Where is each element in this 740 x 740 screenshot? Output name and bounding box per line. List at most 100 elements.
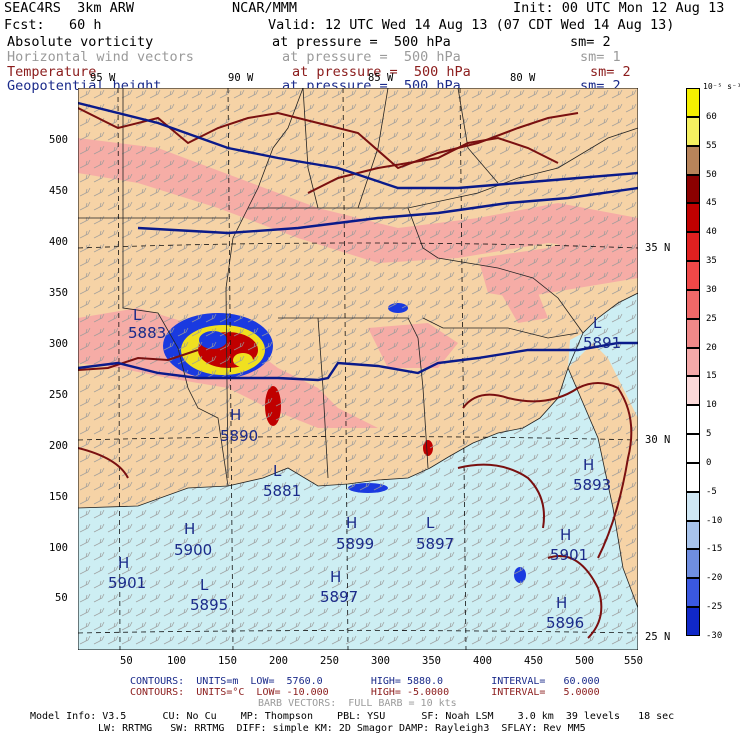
- hl-value: 5896: [546, 614, 584, 632]
- colorbar-tick-label: 5: [706, 429, 712, 440]
- hl-value: 5890: [220, 427, 258, 445]
- center-label: NCAR/MMM: [232, 0, 298, 16]
- field-name-wind: Horizontal wind vectors: [7, 49, 194, 65]
- x-tick: 550: [624, 655, 643, 667]
- colorbar-swatch: [686, 289, 700, 319]
- y-tick: 400: [49, 236, 68, 248]
- lon-label: 80 W: [510, 72, 536, 84]
- field-sm-temperature: sm= 2: [590, 64, 631, 80]
- field-pressure-temperature: at pressure = 500 hPa: [292, 64, 471, 80]
- colorbar-swatch: [686, 261, 700, 290]
- height-contour-info: CONTOURS: UNITS=m LOW= 5760.0 HIGH= 5880…: [130, 676, 600, 687]
- hl-value: 5897: [416, 535, 454, 553]
- hl-value: 5891: [583, 334, 621, 352]
- hl-value: 5899: [336, 535, 374, 553]
- colorbar-tick-label: 20: [706, 342, 717, 353]
- colorbar-unit: 10⁻⁵ s⁻¹: [703, 82, 740, 91]
- x-tick: 500: [575, 655, 594, 667]
- hl-type: H: [560, 526, 571, 544]
- x-tick: 100: [167, 655, 186, 667]
- y-tick: 100: [49, 542, 68, 554]
- hl-value: 5900: [174, 541, 212, 559]
- field-sm-vorticity: sm= 2: [570, 34, 611, 50]
- colorbar-swatch: [686, 607, 700, 636]
- colorbar-tick-label: 10: [706, 400, 717, 411]
- colorbar-tick-label: 50: [706, 169, 717, 180]
- colorbar-tick-label: 60: [706, 111, 717, 122]
- colorbar-swatch: [686, 578, 700, 608]
- model-info-line2: LW: RRTMG SW: RRTMG DIFF: simple KM: 2D …: [98, 723, 586, 734]
- colorbar-tick-label: 25: [706, 313, 717, 324]
- hl-value: 5883: [128, 324, 166, 342]
- hl-type: H: [184, 520, 195, 538]
- colorbar-swatch: [686, 347, 700, 377]
- colorbar-swatch: [686, 491, 700, 521]
- x-tick: 400: [473, 655, 492, 667]
- colorbar-tick-label: 35: [706, 256, 717, 267]
- colorbar-tick-label: 55: [706, 140, 717, 151]
- model-title: SEAC4RS 3km ARW: [4, 0, 135, 16]
- x-tick: 150: [218, 655, 237, 667]
- hl-type: H: [330, 568, 341, 586]
- height-contours: [78, 101, 638, 382]
- x-tick: 250: [320, 655, 339, 667]
- lon-label: 85 W: [368, 72, 394, 84]
- y-tick: 50: [55, 592, 68, 604]
- hl-value: 5881: [263, 482, 301, 500]
- colorbar-swatch: [686, 376, 700, 406]
- colorbar-swatch: [686, 88, 700, 117]
- colorbar-swatch: [686, 145, 700, 175]
- hl-type: L: [133, 306, 142, 324]
- hl-type: H: [230, 406, 241, 424]
- state-borders: [78, 88, 638, 609]
- colorbar-tick-label: -25: [706, 602, 723, 613]
- hl-value: 5901: [108, 574, 146, 592]
- colorbar-tick-label: 30: [706, 284, 717, 295]
- lat-label: 25 N: [645, 631, 671, 643]
- field-name-temperature: Temperature: [7, 64, 97, 80]
- hl-type: L: [200, 576, 209, 594]
- colorbar-swatch: [686, 232, 700, 262]
- x-tick: 300: [371, 655, 390, 667]
- hl-type: H: [118, 554, 129, 572]
- hl-type: H: [556, 594, 567, 612]
- colorbar-swatch: [686, 462, 700, 492]
- vorticity-colorbar: [686, 88, 700, 636]
- lat-label: 30 N: [645, 434, 671, 446]
- colorbar-swatch: [686, 318, 700, 348]
- hl-type: L: [273, 462, 282, 480]
- colorbar-tick-label: -5: [706, 486, 717, 497]
- weather-map: L 5883 H 5890 L 5881 L 5891 H 5893 H 590…: [78, 88, 638, 650]
- colorbar-tick-label: 15: [706, 371, 717, 382]
- colorbar-tick-label: 45: [706, 198, 717, 209]
- field-name-vorticity: Absolute vorticity: [7, 34, 154, 50]
- field-pressure-vorticity: at pressure = 500 hPa: [272, 34, 451, 50]
- lon-label: 95 W: [90, 72, 116, 84]
- hl-type: H: [583, 456, 594, 474]
- colorbar-swatch: [686, 520, 700, 550]
- y-tick: 250: [49, 389, 68, 401]
- y-tick: 200: [49, 440, 68, 452]
- field-sm-wind: sm= 1: [580, 49, 621, 65]
- high-low-labels: L 5883 H 5890 L 5881 L 5891 H 5893 H 590…: [108, 306, 621, 632]
- y-tick: 500: [49, 134, 68, 146]
- y-tick: 350: [49, 287, 68, 299]
- valid-time: Valid: 12 UTC Wed 14 Aug 13 (07 CDT Wed …: [268, 17, 675, 33]
- init-time: Init: 00 UTC Mon 12 Aug 13: [513, 0, 725, 16]
- x-tick: 200: [269, 655, 288, 667]
- field-pressure-wind: at pressure = 500 hPa: [282, 49, 461, 65]
- colorbar-tick-label: 40: [706, 227, 717, 238]
- colorbar-tick-label: -30: [706, 631, 723, 641]
- colorbar-swatch: [686, 116, 700, 146]
- y-tick: 300: [49, 338, 68, 350]
- colorbar-tick-label: -20: [706, 573, 723, 584]
- y-tick: 150: [49, 491, 68, 503]
- lon-label: 90 W: [228, 72, 254, 84]
- colorbar-swatch: [686, 174, 700, 204]
- graticule: [78, 88, 638, 650]
- hl-type: H: [346, 514, 357, 532]
- colorbar-tick-label: 0: [706, 457, 712, 468]
- x-tick: 450: [524, 655, 543, 667]
- colorbar-swatch: [686, 405, 700, 435]
- lat-label: 35 N: [645, 242, 671, 254]
